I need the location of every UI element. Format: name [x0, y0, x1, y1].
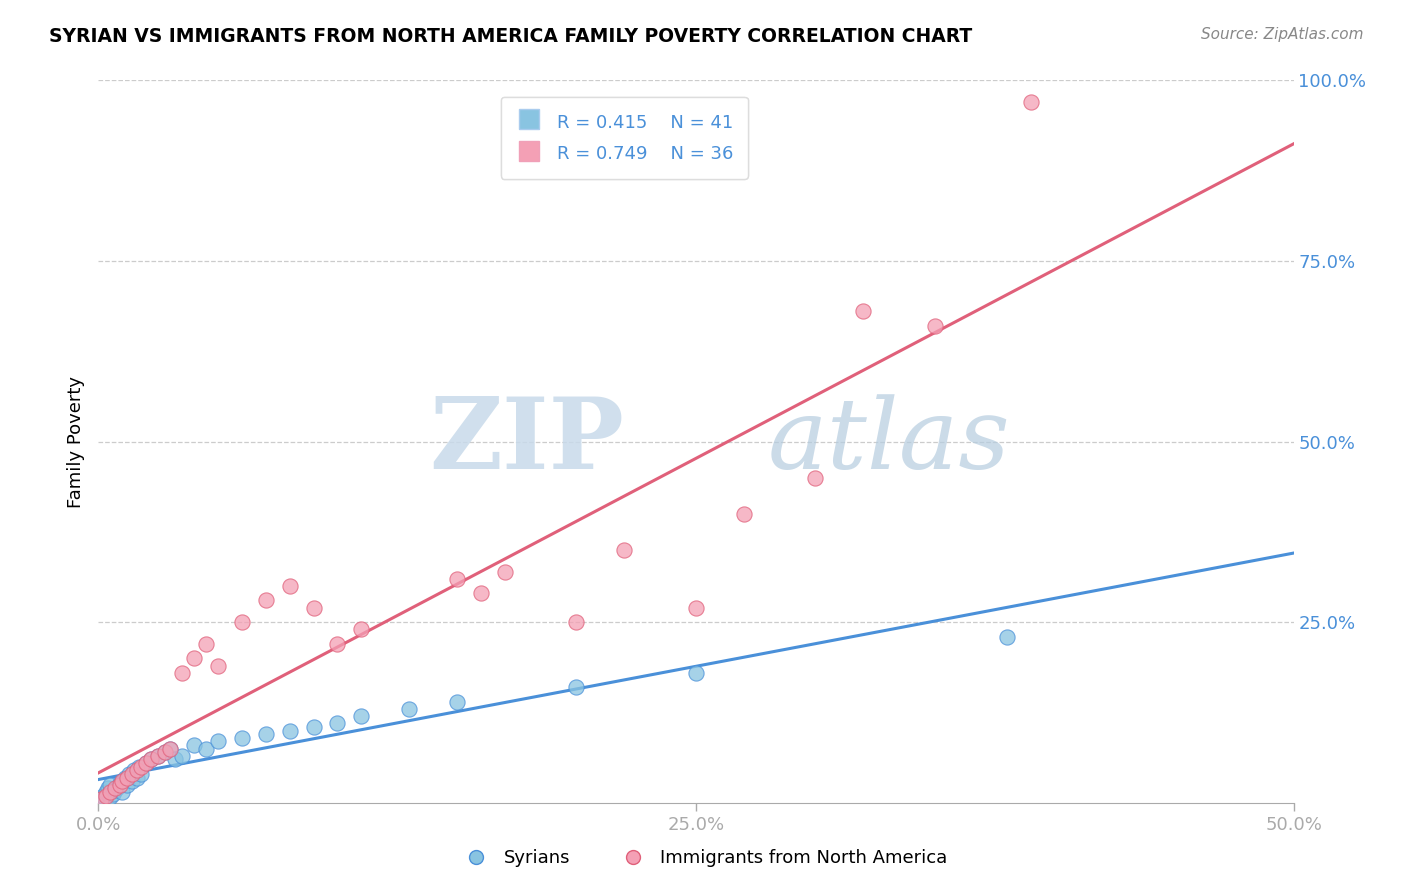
- Point: [470, 586, 492, 600]
- Point: [97, 781, 120, 796]
- Point: [128, 760, 150, 774]
- Point: [104, 782, 127, 797]
- Point: [115, 771, 138, 785]
- Point: [155, 745, 177, 759]
- Point: [254, 593, 277, 607]
- Point: [231, 731, 253, 745]
- Point: [172, 665, 194, 680]
- Point: [1019, 95, 1042, 109]
- Point: [98, 778, 122, 792]
- Point: [494, 565, 516, 579]
- Point: [101, 787, 124, 801]
- Point: [111, 774, 134, 789]
- Point: [350, 623, 373, 637]
- Point: [90, 792, 112, 806]
- Y-axis label: Family Poverty: Family Poverty: [66, 376, 84, 508]
- Point: [155, 745, 177, 759]
- Point: [108, 778, 131, 792]
- Point: [278, 579, 301, 593]
- Point: [125, 771, 148, 785]
- Point: [111, 785, 134, 799]
- Point: [302, 600, 325, 615]
- Point: [446, 695, 468, 709]
- Point: [446, 572, 468, 586]
- Point: [139, 752, 162, 766]
- Text: atlas: atlas: [768, 394, 1011, 489]
- Point: [326, 716, 349, 731]
- Point: [131, 760, 153, 774]
- Point: [115, 778, 138, 792]
- Point: [139, 752, 162, 766]
- Point: [195, 741, 218, 756]
- Point: [231, 615, 253, 630]
- Point: [131, 767, 153, 781]
- Point: [302, 720, 325, 734]
- Point: [125, 764, 148, 778]
- Point: [207, 658, 229, 673]
- Point: [207, 734, 229, 748]
- Point: [104, 781, 127, 796]
- Point: [804, 470, 827, 484]
- Point: [98, 785, 122, 799]
- Point: [326, 637, 349, 651]
- Point: [195, 637, 218, 651]
- Legend: Syrians, Immigrants from North America: Syrians, Immigrants from North America: [451, 842, 955, 874]
- Point: [124, 764, 146, 778]
- Point: [685, 665, 707, 680]
- Point: [91, 789, 114, 803]
- Point: [90, 792, 112, 806]
- Point: [398, 702, 420, 716]
- Point: [350, 709, 373, 723]
- Point: [995, 630, 1018, 644]
- Point: [114, 771, 136, 785]
- Point: [613, 542, 636, 557]
- Point: [121, 767, 143, 781]
- Point: [852, 304, 875, 318]
- Point: [108, 775, 131, 789]
- Point: [148, 748, 170, 763]
- Point: [135, 756, 157, 770]
- Point: [94, 785, 117, 799]
- Point: [254, 727, 277, 741]
- Point: [172, 748, 194, 763]
- Point: [135, 756, 157, 770]
- Point: [278, 723, 301, 738]
- Point: [98, 790, 122, 805]
- Point: [733, 507, 755, 521]
- Text: ZIP: ZIP: [429, 393, 624, 490]
- Point: [118, 767, 141, 781]
- Point: [924, 318, 946, 333]
- Point: [685, 600, 707, 615]
- Point: [159, 741, 181, 756]
- Legend: R = 0.415    N = 41, R = 0.749    N = 36: R = 0.415 N = 41, R = 0.749 N = 36: [501, 96, 748, 178]
- Point: [107, 780, 129, 794]
- Point: [111, 774, 134, 789]
- Point: [94, 789, 117, 803]
- Text: Source: ZipAtlas.com: Source: ZipAtlas.com: [1201, 27, 1364, 42]
- Point: [565, 615, 588, 630]
- Point: [565, 680, 588, 694]
- Point: [183, 738, 205, 752]
- Point: [183, 651, 205, 665]
- Point: [163, 752, 186, 766]
- Point: [148, 748, 170, 763]
- Point: [121, 774, 143, 789]
- Text: SYRIAN VS IMMIGRANTS FROM NORTH AMERICA FAMILY POVERTY CORRELATION CHART: SYRIAN VS IMMIGRANTS FROM NORTH AMERICA …: [49, 27, 973, 45]
- Point: [159, 741, 181, 756]
